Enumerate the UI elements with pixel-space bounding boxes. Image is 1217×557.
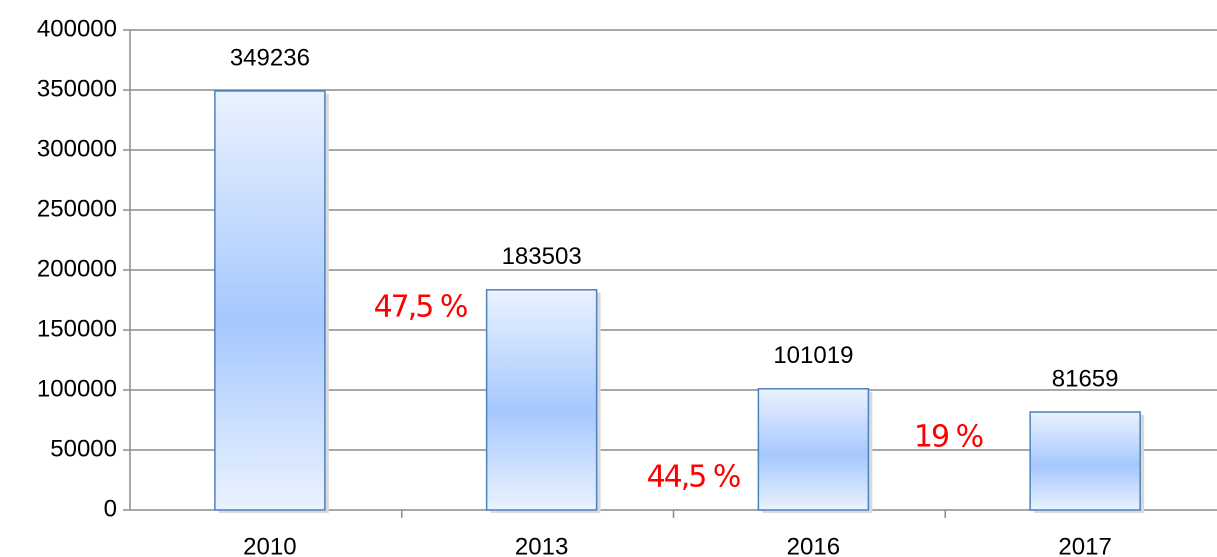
bar — [757, 388, 870, 511]
bar — [214, 90, 326, 511]
data-label: 183503 — [502, 243, 582, 270]
data-label: 349236 — [230, 44, 310, 71]
x-tick-label: 2013 — [515, 533, 568, 557]
y-tick-label: 250000 — [37, 195, 117, 222]
annotation: 44,5 % — [647, 460, 740, 495]
y-tick-label: 50000 — [50, 435, 117, 462]
x-tick-label: 2016 — [787, 533, 840, 557]
x-tick-label: 2017 — [1058, 533, 1111, 557]
data-label: 81659 — [1052, 365, 1119, 392]
y-tick-label: 100000 — [37, 375, 117, 402]
data-label: 101019 — [773, 342, 853, 369]
y-tick-label: 150000 — [37, 315, 117, 342]
y-tick-label: 200000 — [37, 255, 117, 282]
y-tick-label: 300000 — [37, 135, 117, 162]
y-tick-label: 350000 — [37, 75, 117, 102]
annotation: 47,5 % — [374, 290, 467, 325]
bar — [485, 289, 598, 511]
annotation: 19 % — [914, 420, 983, 455]
bar — [1029, 411, 1141, 511]
y-tick-label: 400000 — [37, 15, 117, 42]
y-tick-label: 0 — [104, 495, 117, 522]
x-tick-label: 2010 — [243, 533, 296, 557]
